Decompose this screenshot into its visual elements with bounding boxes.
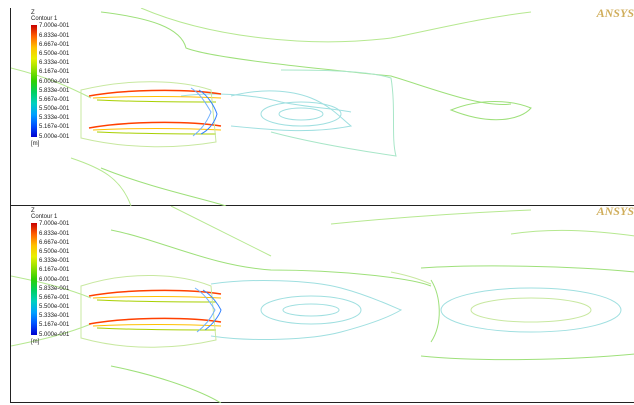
contour-lines-top: [11, 8, 532, 206]
legend-levels: 7.000e-001 6.833e-001 6.667e-001 6.500e-…: [39, 221, 69, 340]
legend-level: 6.667e-001: [39, 41, 70, 48]
legend-level: 5.000e-001: [39, 331, 70, 338]
legend-levels: 7.000e-001 6.833e-001 6.667e-001 6.500e-…: [39, 23, 69, 142]
legend-axis-label: Z: [31, 10, 35, 16]
legend-level: 6.000e-001: [39, 78, 70, 85]
legend-level: 6.500e-001: [39, 248, 70, 255]
legend-level: 5.167e-001: [39, 322, 70, 329]
legend-level: 6.833e-001: [39, 32, 70, 39]
ansys-logo: ANSYS: [596, 6, 634, 20]
legend-title: Contour 1: [31, 214, 58, 221]
legend-colorbar: 7.000e-001 6.833e-001 6.667e-001 6.500e-…: [31, 23, 91, 143]
legend-level: 5.000e-001: [39, 133, 70, 140]
legend-level: 5.667e-001: [39, 294, 70, 301]
legend-level: 5.333e-001: [39, 313, 70, 320]
legend-level: 6.167e-001: [39, 267, 70, 274]
legend-level: 5.500e-001: [39, 106, 70, 113]
legend-level: 5.667e-001: [39, 96, 70, 103]
color-legend-top: Z Contour 1 7.000e-001 6.833e-001 6.667e…: [31, 10, 91, 148]
legend-colorbar: 7.000e-001 6.833e-001 6.667e-001 6.500e-…: [31, 221, 91, 341]
contour-plot-bottom: Z Contour 1 7.000e-001 6.833e-001 6.667e…: [10, 204, 634, 403]
legend-unit: [m]: [31, 339, 40, 346]
legend-level: 6.833e-001: [39, 230, 70, 237]
legend-gradient: [31, 25, 37, 138]
legend-level: 7.000e-001: [39, 221, 70, 228]
ansys-logo: ANSYS: [596, 204, 634, 218]
legend-title: Contour 1: [31, 16, 58, 23]
legend-level: 5.833e-001: [39, 285, 70, 292]
legend-level: 6.500e-001: [39, 50, 70, 57]
legend-gradient: [31, 223, 37, 336]
legend-level: 6.167e-001: [39, 69, 70, 76]
legend-level: 7.000e-001: [39, 23, 70, 30]
legend-level: 6.000e-001: [39, 276, 70, 283]
contour-plot-top: Z Contour 1 7.000e-001 6.833e-001 6.667e…: [10, 6, 634, 206]
legend-level: 5.500e-001: [39, 304, 70, 311]
legend-level: 5.833e-001: [39, 87, 70, 94]
legend-level: 6.333e-001: [39, 258, 70, 265]
legend-axis-label: Z: [31, 208, 35, 214]
legend-level: 6.333e-001: [39, 60, 70, 67]
contour-lines-bottom: [11, 206, 634, 403]
legend-level: 5.333e-001: [39, 115, 70, 122]
legend-level: 6.667e-001: [39, 239, 70, 246]
legend-level: 5.167e-001: [39, 124, 70, 131]
color-legend-bottom: Z Contour 1 7.000e-001 6.833e-001 6.667e…: [31, 208, 91, 346]
legend-unit: [m]: [31, 141, 40, 148]
